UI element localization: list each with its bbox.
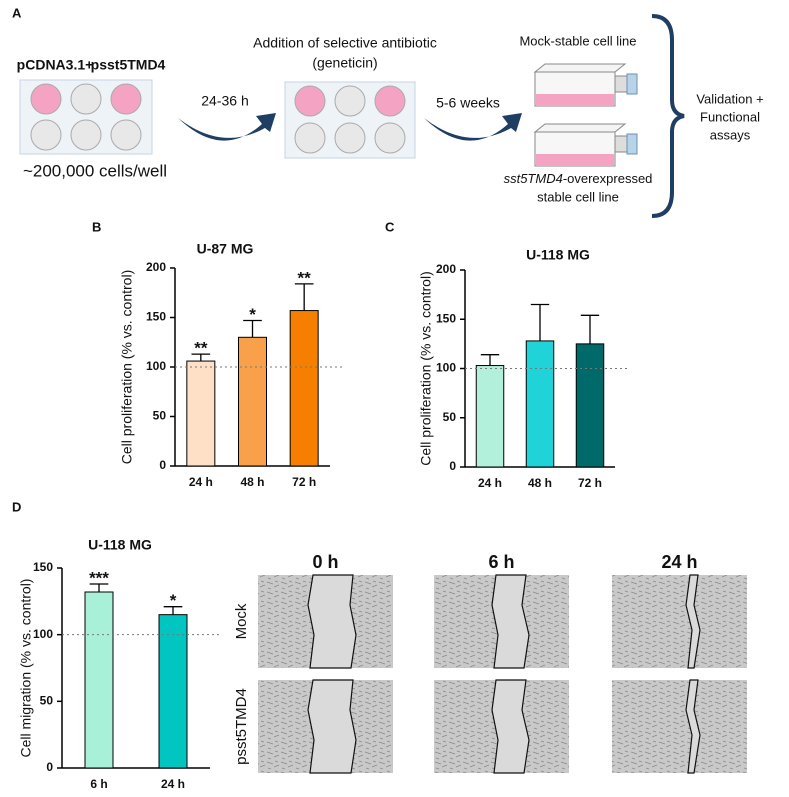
y-tick-label: 0 <box>159 458 166 472</box>
y-tick-label: 0 <box>449 459 456 473</box>
cell-density: ~200,000 cells/well <box>23 161 167 180</box>
bar <box>186 360 216 467</box>
panel-label: B <box>92 219 101 234</box>
cell-line-label: sst5TMD4-overexpressed <box>504 171 653 186</box>
x-tick-label: 72 h <box>292 475 316 489</box>
cell-line-suffix: -overexpressed <box>563 171 653 186</box>
wound-area <box>491 679 530 774</box>
significance: *** <box>89 568 109 587</box>
chart-title: U-118 MG <box>526 247 590 263</box>
x-tick-label: 48 h <box>240 475 264 489</box>
brace <box>651 14 685 218</box>
wound-area <box>685 679 701 774</box>
well <box>374 85 406 117</box>
arrow <box>424 113 522 141</box>
bar <box>158 614 188 769</box>
x-tick-label: 6 h <box>90 777 107 791</box>
x-tick-label: 24 h <box>189 475 213 489</box>
flask <box>533 123 638 167</box>
y-tick-label: 150 <box>146 310 166 324</box>
significance: * <box>170 591 177 610</box>
y-tick-label: 100 <box>33 627 53 641</box>
well <box>30 83 62 115</box>
column-header: 6 h <box>488 552 514 572</box>
assay-label: Functional <box>700 109 760 124</box>
wound-area <box>307 679 357 774</box>
row-label: Mock <box>233 603 250 639</box>
bar <box>475 365 505 468</box>
y-tick-label: 150 <box>436 311 456 325</box>
y-axis-label: Cell proliferation (% vs. control) <box>418 271 434 466</box>
well <box>30 119 62 151</box>
significance: * <box>249 305 256 324</box>
cell-line-label: stable cell line <box>537 189 619 204</box>
row-label: psst5TMD4 <box>233 688 250 765</box>
plate-label: pCDNA3.1+ <box>17 57 94 73</box>
flask <box>533 63 638 107</box>
time-label: 24-36 h <box>201 93 248 109</box>
significance: ** <box>298 268 312 287</box>
y-tick-label: 50 <box>40 694 54 708</box>
well <box>294 122 326 154</box>
bar <box>238 336 267 467</box>
y-tick-label: 100 <box>436 361 456 375</box>
well <box>70 119 102 151</box>
cell-line-label: Mock-stable cell line <box>519 33 636 48</box>
bar <box>575 343 605 468</box>
column-header: 24 h <box>661 552 697 572</box>
column-header: 0 h <box>312 552 338 572</box>
y-tick-label: 200 <box>436 262 456 276</box>
workflow-diagram: pCDNA3.1+ psst5TMD4 ~200,000 cells/well … <box>17 14 764 218</box>
well <box>110 83 142 115</box>
y-tick-label: 200 <box>146 260 166 274</box>
gene-name: sst5TMD4 <box>504 171 563 186</box>
bar <box>289 310 319 467</box>
well <box>70 83 102 115</box>
y-tick-label: 100 <box>146 359 166 373</box>
y-tick-label: 0 <box>46 760 53 774</box>
y-tick-label: 50 <box>153 409 167 423</box>
bar <box>84 591 114 769</box>
chart-title: U-87 MG <box>197 241 254 257</box>
x-tick-label: 24 h <box>161 777 185 791</box>
wound-area <box>307 574 357 669</box>
well <box>294 85 326 117</box>
y-axis-label: Cell migration (% vs. control) <box>18 579 34 758</box>
y-axis-label: Cell proliferation (% vs. control) <box>119 270 135 465</box>
chart-title: U-118 MG <box>88 537 152 553</box>
y-tick-label: 50 <box>443 410 457 424</box>
step-label: Addition of selective antibiotic <box>253 35 437 51</box>
well <box>374 122 406 154</box>
x-tick-label: 48 h <box>528 476 552 490</box>
wound-area <box>491 574 530 669</box>
well <box>110 119 142 151</box>
panel-label: C <box>385 219 395 234</box>
bar <box>525 340 555 468</box>
significance: ** <box>194 339 208 358</box>
x-tick-label: 24 h <box>478 476 502 490</box>
panel-label: A <box>12 5 22 20</box>
micrograph <box>612 575 747 668</box>
well <box>334 122 366 154</box>
wound-area <box>685 574 701 669</box>
time-label: 5-6 weeks <box>436 95 500 111</box>
step-label: (geneticin) <box>312 55 377 71</box>
micrograph <box>612 680 747 773</box>
x-tick-label: 72 h <box>578 476 602 490</box>
assay-label: assays <box>710 127 751 142</box>
assay-label: Validation + <box>696 91 763 106</box>
panel-label: D <box>12 499 21 514</box>
plate-label: psst5TMD4 <box>91 57 166 73</box>
y-tick-label: 150 <box>33 560 53 574</box>
well <box>334 85 366 117</box>
arrow <box>178 113 276 141</box>
